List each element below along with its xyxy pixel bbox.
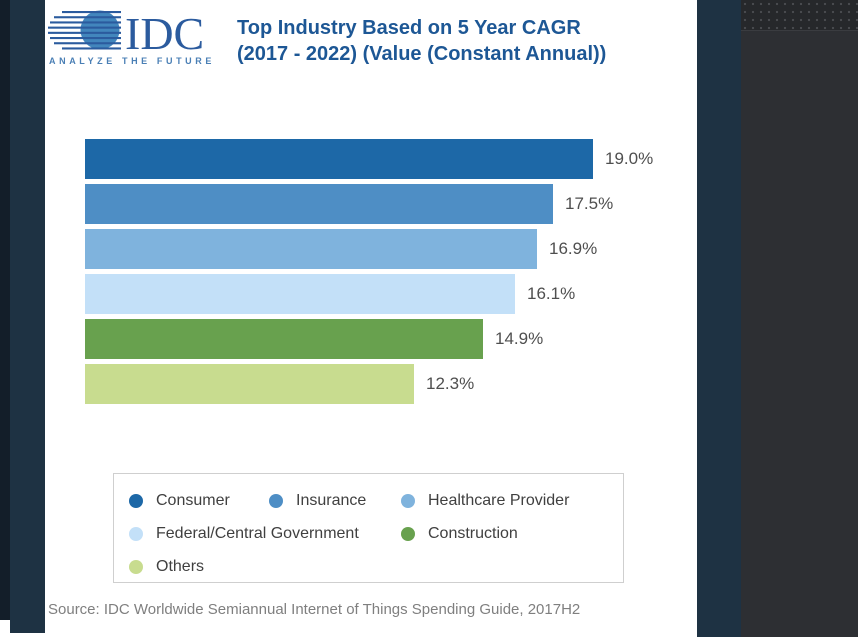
legend-item-consumer: Consumer (129, 492, 269, 510)
viewer-frame-left-edge (0, 0, 10, 620)
idc-globe-icon (80, 10, 120, 50)
bar-insurance (85, 184, 553, 224)
legend-dot-icon (401, 493, 415, 508)
bar-value-label: 14.9% (495, 329, 544, 348)
bar-row: 16.9% (85, 229, 685, 269)
idc-globe-stripes (48, 11, 121, 50)
bar-row: 17.5% (85, 184, 685, 224)
legend-item-construction: Construction (401, 525, 518, 543)
bar-others (85, 364, 414, 404)
legend-label: Consumer (156, 491, 230, 509)
chart-title-line1: Top Industry Based on 5 Year CAGR (237, 17, 581, 39)
legend-item-healthcare-provider: Healthcare Provider (401, 492, 569, 510)
legend-dot-icon (129, 526, 143, 541)
legend-item-insurance: Insurance (269, 492, 401, 510)
bar-value-label: 19.0% (605, 149, 654, 168)
legend-dot-icon (401, 526, 415, 541)
bar-value-label: 12.3% (426, 374, 475, 393)
legend-label: Insurance (296, 491, 367, 509)
bar-value-label: 16.1% (527, 284, 576, 303)
legend-item-others: Others (129, 558, 204, 576)
bar-value-label: 17.5% (565, 194, 614, 213)
legend-row: Others (129, 550, 623, 583)
viewer-background-panel (741, 0, 858, 637)
chart-title: Top Industry Based on 5 Year CAGR (2017 … (237, 15, 677, 67)
idc-logo-text: IDC (125, 8, 204, 59)
legend-item-federal-central-government: Federal/Central Government (129, 525, 401, 543)
legend: Consumer Insurance Healthcare Provider Fede… (113, 473, 624, 583)
bar-consumer (85, 139, 593, 179)
legend-label: Construction (428, 524, 518, 542)
source-text: Source: IDC Worldwide Semiannual Interne… (48, 601, 581, 618)
viewer-frame-right-navy-strip (697, 0, 741, 637)
bars: 19.0% 17.5% 16.9% 16.1% 14.9% 12.3% (85, 139, 685, 409)
legend-row: Consumer Insurance Healthcare Provider (129, 484, 623, 517)
viewer-background-dotted-texture (741, 0, 858, 31)
bar-construction (85, 319, 483, 359)
legend-row: Federal/Central Government Construction (129, 517, 623, 550)
idc-logo: IDC ANALYZE THE FUTURE (48, 8, 215, 66)
bar-federal-central-government (85, 274, 515, 314)
bar-healthcare-provider (85, 229, 537, 269)
legend-dot-icon (129, 493, 143, 508)
chart-title-line2: (2017 - 2022) (Value (Constant Annual)) (237, 43, 607, 65)
chart-sheet: IDC ANALYZE THE FUTURE Top Industry Base… (45, 0, 697, 637)
legend-dot-icon (269, 493, 283, 508)
bar-row: 19.0% (85, 139, 685, 179)
legend-label: Federal/Central Government (156, 524, 359, 542)
idc-logo-tagline: ANALYZE THE FUTURE (49, 56, 215, 66)
bar-row: 16.1% (85, 274, 685, 314)
bar-row: 12.3% (85, 364, 685, 404)
legend-label: Others (156, 557, 205, 575)
legend-label: Healthcare Provider (428, 491, 570, 509)
bar-value-label: 16.9% (549, 239, 598, 258)
legend-dot-icon (129, 559, 143, 574)
bar-row: 14.9% (85, 319, 685, 359)
viewer-frame-left-navy-strip (10, 0, 45, 633)
